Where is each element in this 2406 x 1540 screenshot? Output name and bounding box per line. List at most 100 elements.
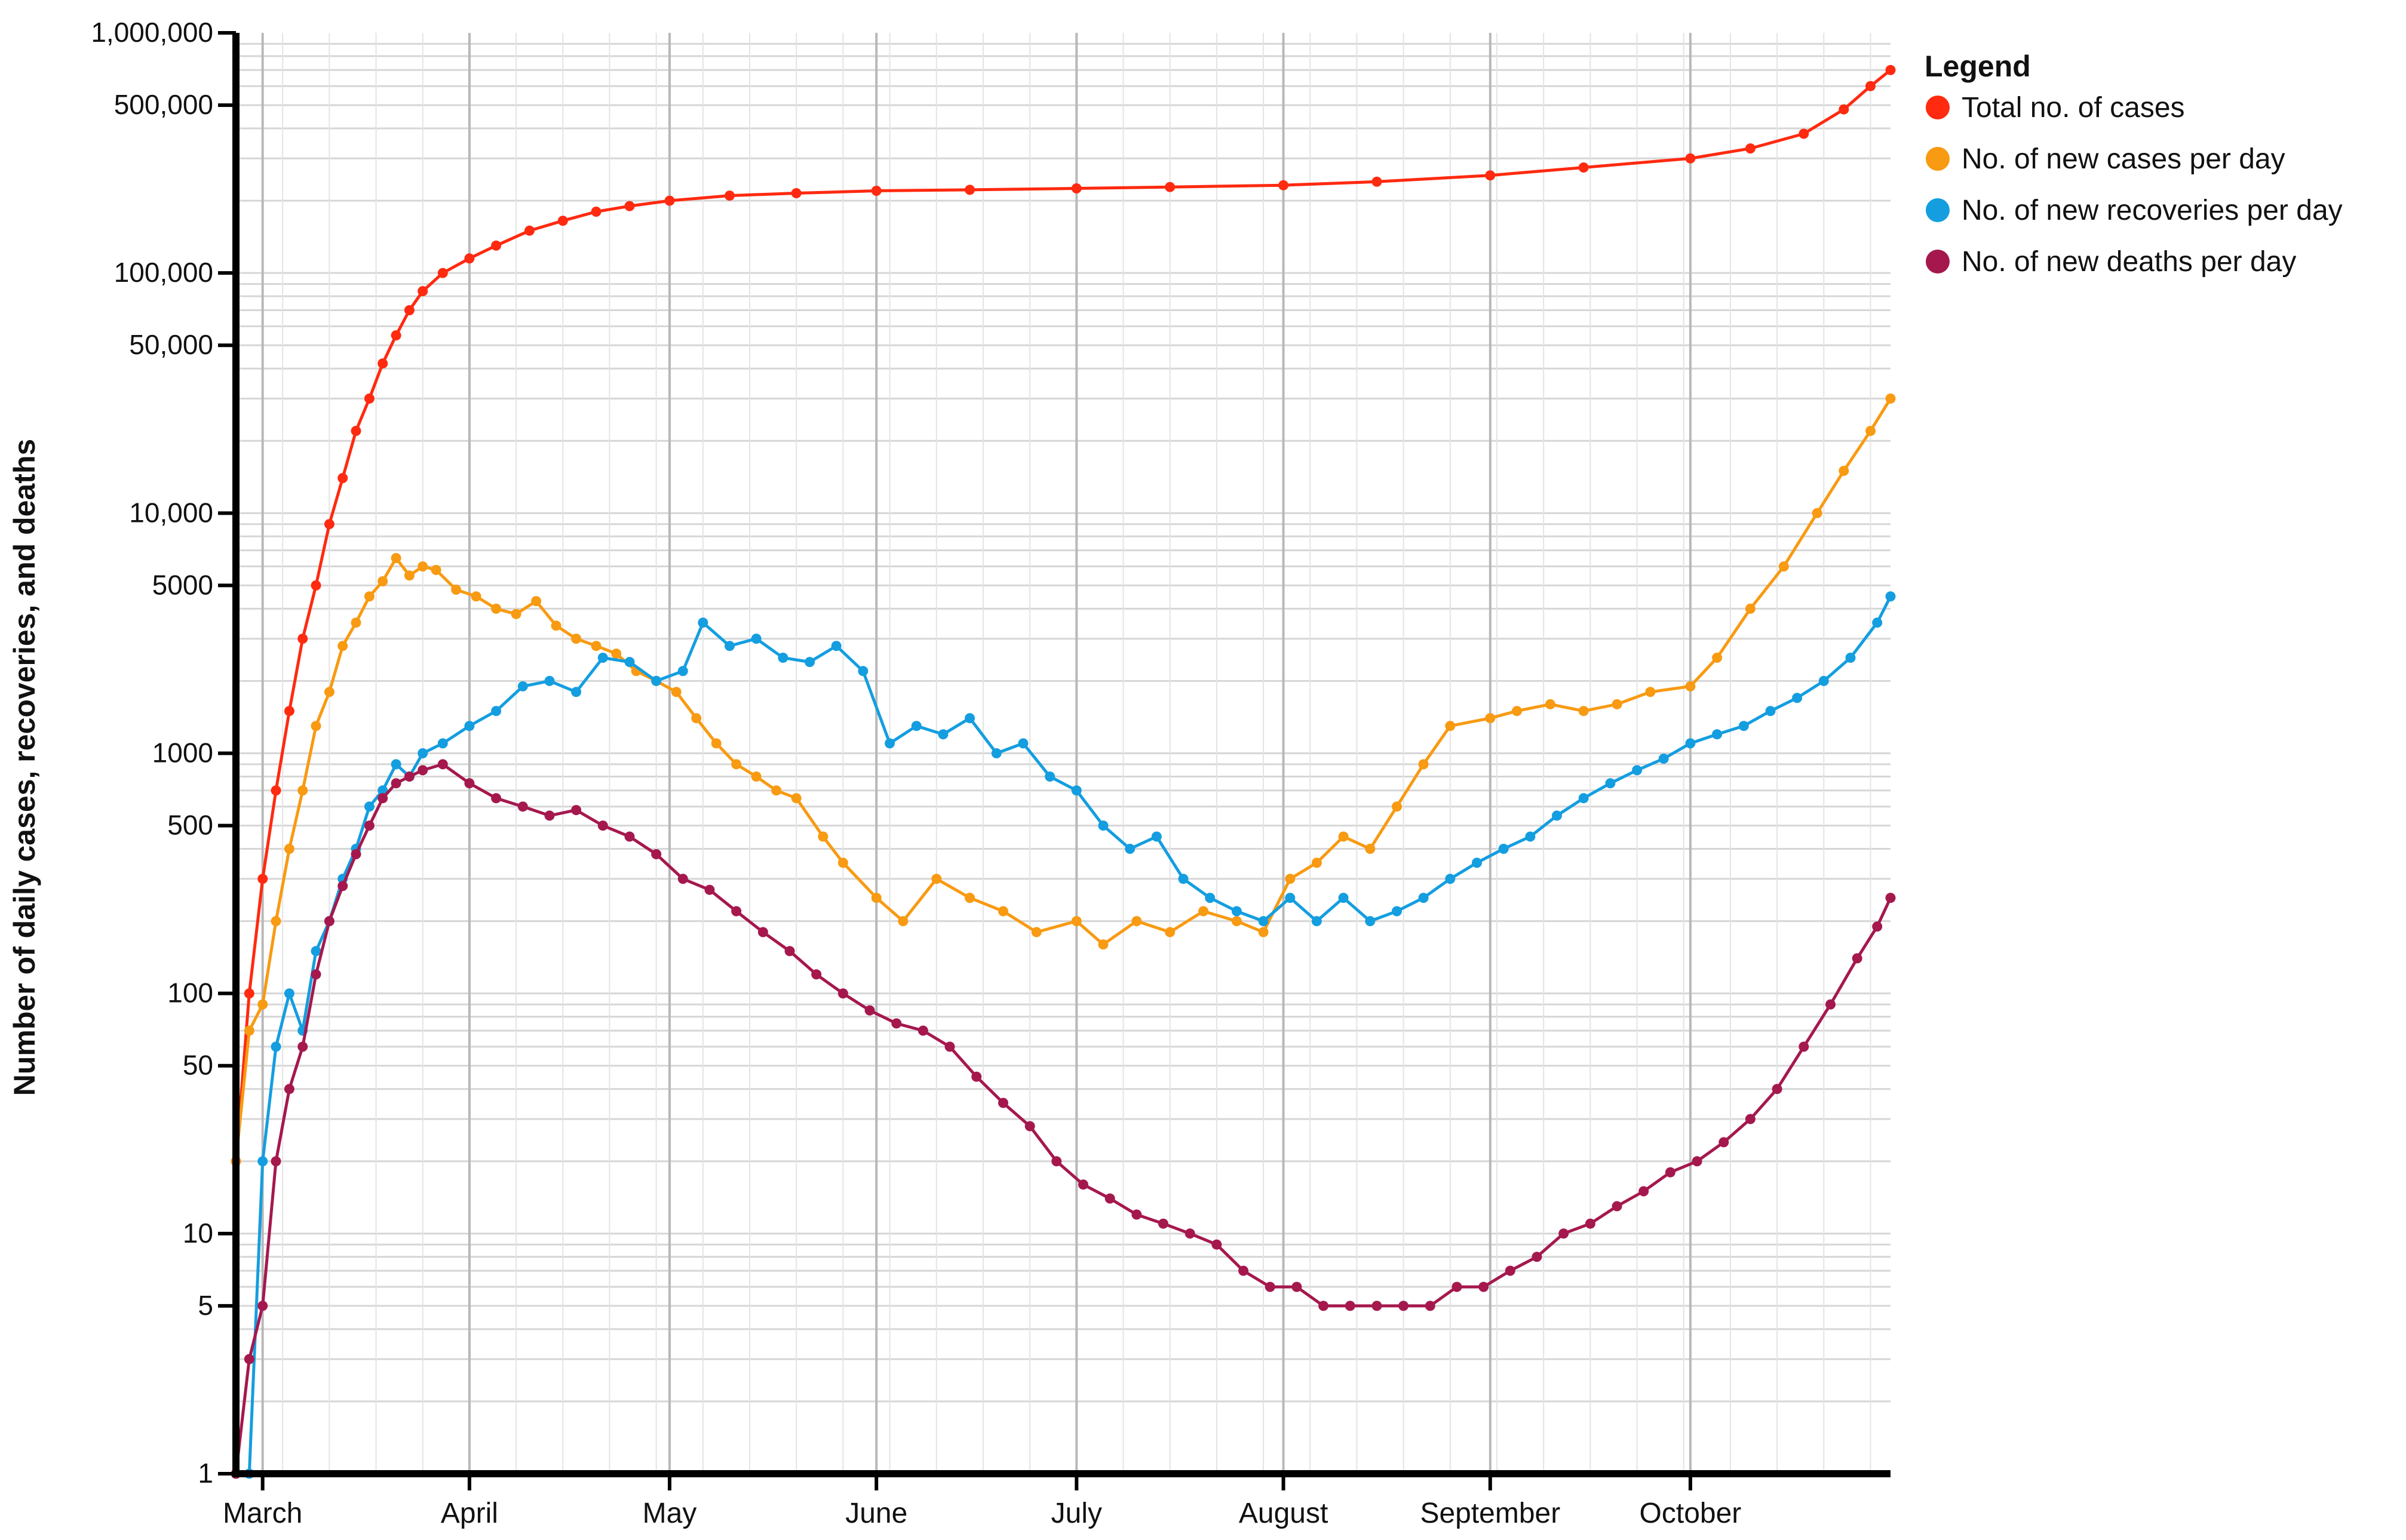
data-point — [1311, 857, 1322, 868]
y-tick-label: 10,000 — [129, 497, 213, 528]
data-point — [1578, 706, 1589, 717]
data-point — [725, 190, 735, 201]
data-point — [597, 820, 608, 831]
x-tick-label: August — [1239, 1498, 1328, 1529]
data-point — [1045, 771, 1055, 782]
data-point — [1632, 765, 1643, 776]
legend-label: No. of new deaths per day — [1962, 246, 2296, 278]
x-tick-label: July — [1051, 1498, 1102, 1529]
data-point — [378, 793, 388, 804]
data-point — [1839, 466, 1849, 476]
legend-label: No. of new cases per day — [1962, 143, 2285, 175]
data-point — [731, 759, 742, 770]
data-point — [1258, 927, 1269, 937]
data-point — [1685, 153, 1696, 164]
data-point — [965, 893, 975, 903]
data-point — [991, 748, 1002, 758]
data-point — [671, 687, 682, 697]
data-point — [1778, 561, 1789, 572]
data-point — [391, 553, 401, 564]
y-tick-label: 500 — [167, 810, 213, 841]
data-point — [1692, 1156, 1702, 1167]
data-point — [437, 268, 448, 278]
data-point — [771, 785, 782, 796]
legend: Legend Total no. of cases No. of new case… — [1925, 50, 2343, 278]
data-point — [271, 1156, 281, 1167]
data-point — [1665, 1167, 1675, 1178]
data-point — [524, 225, 535, 236]
data-point — [1098, 939, 1109, 950]
data-point — [571, 805, 582, 816]
data-point — [297, 634, 308, 644]
data-point — [698, 617, 708, 628]
data-point — [1485, 713, 1496, 724]
data-point — [871, 893, 882, 903]
data-point — [1071, 183, 1082, 193]
data-point — [544, 810, 555, 821]
data-point — [391, 778, 401, 789]
legend-marker — [1926, 198, 1950, 222]
data-point — [1738, 721, 1749, 731]
y-tick-label: 10 — [183, 1218, 213, 1249]
data-point — [1818, 675, 1829, 686]
y-tick-label: 1 — [198, 1458, 213, 1489]
data-point — [471, 591, 481, 602]
data-point — [378, 785, 388, 796]
data-point — [311, 721, 321, 731]
data-point — [1712, 653, 1723, 663]
data-point — [1772, 1084, 1782, 1095]
series-0 — [231, 64, 1896, 1167]
series-line — [236, 595, 1892, 1476]
data-point — [931, 874, 942, 884]
x-tick-label: October — [1640, 1498, 1742, 1529]
data-point — [837, 988, 848, 999]
data-point — [1685, 738, 1696, 749]
data-point — [324, 687, 334, 697]
data-point — [1552, 810, 1562, 821]
legend-items: Total no. of cases No. of new cases per d… — [1926, 92, 2343, 278]
legend-label: No. of new recoveries per day — [1962, 195, 2343, 226]
data-point — [624, 201, 635, 211]
data-point — [337, 473, 348, 484]
data-point — [1024, 1121, 1035, 1132]
legend-label: Total no. of cases — [1962, 92, 2185, 124]
y-tick-label: 50,000 — [129, 329, 213, 360]
data-point — [337, 641, 348, 651]
x-tick-label: March — [223, 1498, 302, 1529]
data-point — [1125, 844, 1136, 854]
data-point — [1311, 916, 1322, 927]
data-point — [691, 713, 702, 724]
data-point — [1472, 857, 1482, 868]
y-axis-title: Number of daily cases, recoveries, and d… — [8, 439, 41, 1096]
data-point — [711, 738, 722, 749]
data-point — [725, 641, 735, 651]
data-point — [1278, 180, 1289, 190]
data-point — [364, 394, 375, 404]
data-point — [938, 729, 949, 740]
data-point — [1865, 426, 1876, 437]
data-point — [1825, 999, 1836, 1010]
data-point — [1345, 1301, 1355, 1311]
data-point — [1018, 738, 1029, 749]
data-point — [731, 906, 742, 917]
data-point — [1478, 1281, 1489, 1292]
data-point — [1872, 617, 1883, 628]
data-point — [244, 988, 254, 999]
data-point — [271, 785, 281, 796]
data-point — [1585, 1218, 1595, 1229]
data-point — [404, 771, 415, 782]
data-point — [998, 1098, 1008, 1108]
y-tick-label: 1,000,000 — [91, 17, 213, 48]
data-point — [704, 884, 715, 895]
data-point — [1745, 603, 1756, 614]
data-point — [1845, 653, 1856, 663]
data-point — [624, 657, 635, 668]
data-point — [364, 801, 375, 812]
y-axis-ticks: 1 5 10 50 100 500 1000 5000 10,000 50,000 100,000 5… — [91, 17, 236, 1489]
data-point — [1865, 81, 1876, 91]
data-point — [1525, 831, 1536, 842]
data-point — [651, 849, 662, 859]
data-point — [311, 580, 321, 591]
data-point — [517, 681, 528, 691]
